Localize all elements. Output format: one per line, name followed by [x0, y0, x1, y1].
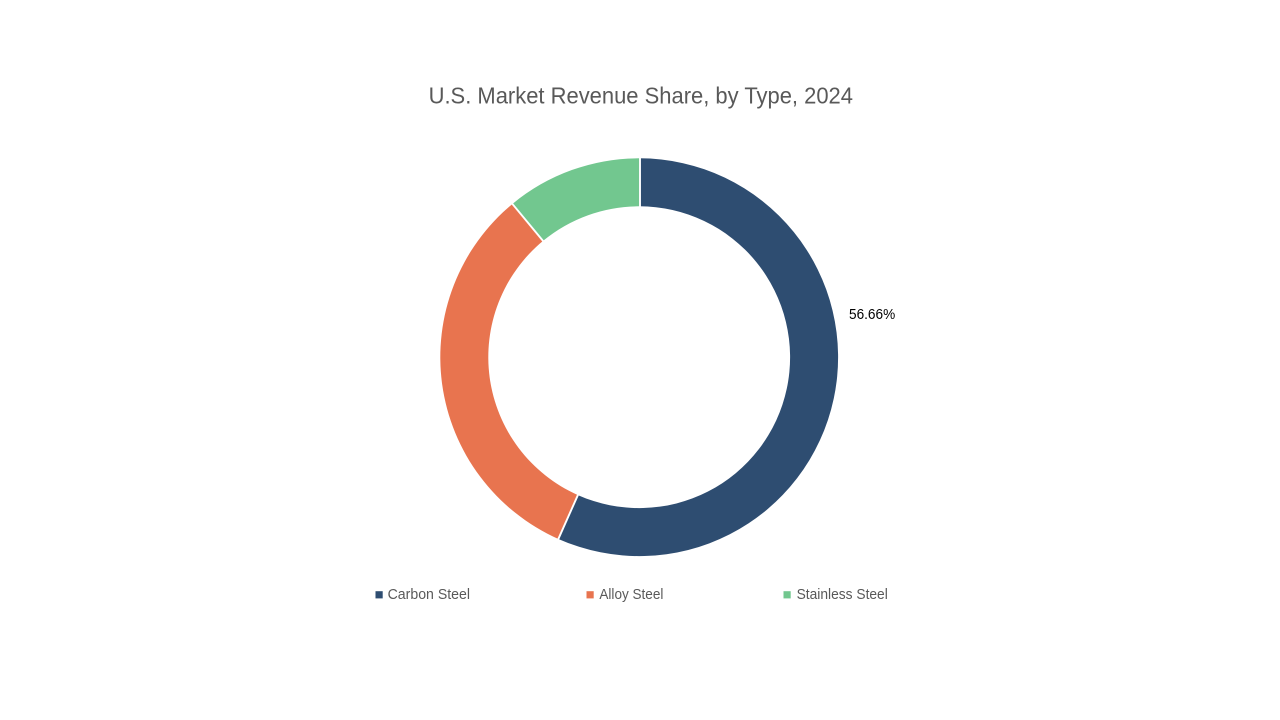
svg-text:Alloy Steel: Alloy Steel [599, 587, 663, 603]
svg-text:U.S. Market Revenue Share, by: U.S. Market Revenue Share, by Type, 2024 [429, 83, 853, 109]
svg-text:Carbon Steel: Carbon Steel [388, 587, 470, 603]
svg-text:Stainless Steel: Stainless Steel [797, 587, 888, 603]
svg-text:56.66%: 56.66% [849, 307, 895, 323]
